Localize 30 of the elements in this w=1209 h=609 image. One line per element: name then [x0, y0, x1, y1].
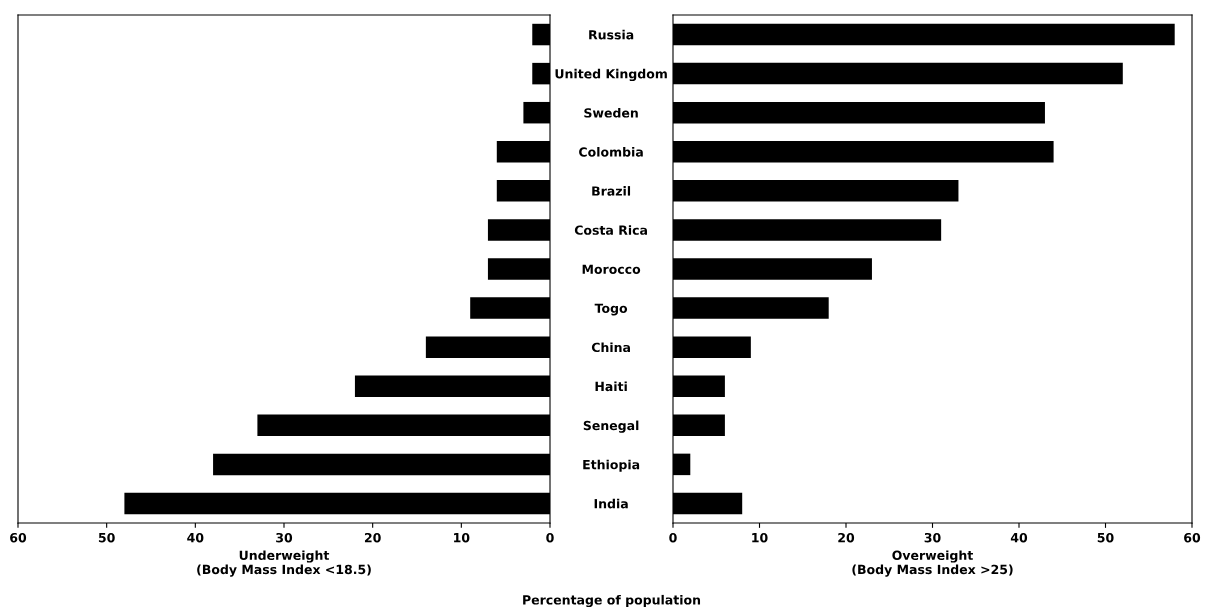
x-tick-label: 40 — [1010, 532, 1028, 543]
y-tick-label: China — [591, 342, 630, 353]
x-tick-label: 30 — [276, 532, 293, 543]
x-tick-label: 0 — [546, 532, 554, 543]
x-tick-label: 40 — [187, 532, 204, 543]
x-tick-label: 60 — [10, 532, 27, 543]
x-axis-title: Underweight (Body Mass Index <18.5) — [197, 550, 371, 577]
x-tick-label: 60 — [1184, 532, 1201, 543]
x-tick-label: 30 — [924, 532, 941, 543]
y-tick-label: Togo — [594, 303, 628, 316]
y-tick-label: India — [594, 498, 628, 509]
y-tick-label: Haiti — [595, 381, 627, 392]
y-tick-label: Costa Rica — [574, 225, 647, 235]
y-tick-label: Senegal — [583, 420, 639, 433]
x-axis-title: Overweight (Body Mass Index >25) — [852, 550, 1013, 577]
x-tick-label: 50 — [98, 532, 115, 543]
y-tick-label: Brazil — [592, 186, 631, 196]
y-tick-label: Russia — [589, 29, 634, 40]
y-tick-label: Colombia — [579, 147, 643, 157]
x-tick-label: 50 — [1097, 532, 1114, 543]
x-tick-label: 10 — [752, 532, 768, 543]
x-tick-label: 20 — [364, 532, 381, 543]
y-tick-label: United Kingdom — [555, 68, 667, 82]
x-tick-label: 0 — [669, 532, 677, 543]
x-tick-label: 20 — [838, 532, 855, 543]
y-tick-label: Morocco — [582, 264, 641, 274]
y-tick-label: Sweden — [584, 107, 638, 118]
text: Percentage of population — [523, 594, 701, 608]
y-tick-label: Ethiopia — [583, 459, 640, 472]
x-tick-label: 10 — [454, 532, 470, 543]
